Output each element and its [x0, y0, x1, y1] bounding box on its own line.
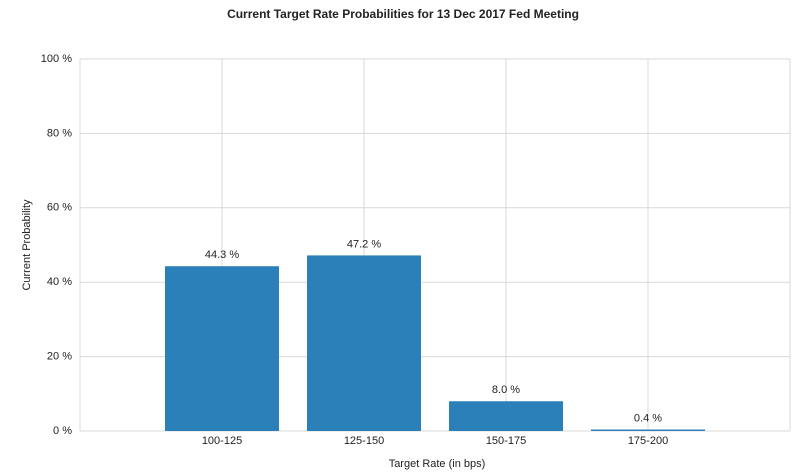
y-tick-label: 100 %: [41, 53, 72, 65]
x-tick-label: 150-175: [486, 435, 526, 447]
x-tick-label: 125-150: [344, 435, 384, 447]
value-label: 8.0 %: [492, 384, 520, 396]
value-label: 44.3 %: [205, 249, 239, 261]
bar: [307, 255, 421, 431]
x-axis-label: Target Rate (in bps): [389, 458, 486, 470]
x-tick-label: 100-125: [202, 435, 242, 447]
y-axis-label: Current Probability: [21, 199, 33, 291]
y-tick-label: 40 %: [47, 276, 72, 288]
value-label: 47.2 %: [347, 238, 381, 250]
y-tick-label: 0 %: [53, 425, 72, 437]
bar: [165, 266, 279, 431]
bar: [449, 401, 563, 431]
value-label: 0.4 %: [634, 412, 662, 424]
y-tick-label: 60 %: [47, 202, 72, 214]
bar: [591, 429, 705, 431]
chart-title: Current Target Rate Probabilities for 13…: [227, 7, 579, 21]
x-tick-label: 175-200: [628, 435, 668, 447]
y-tick-label: 20 %: [47, 351, 72, 363]
y-tick-label: 80 %: [47, 127, 72, 139]
